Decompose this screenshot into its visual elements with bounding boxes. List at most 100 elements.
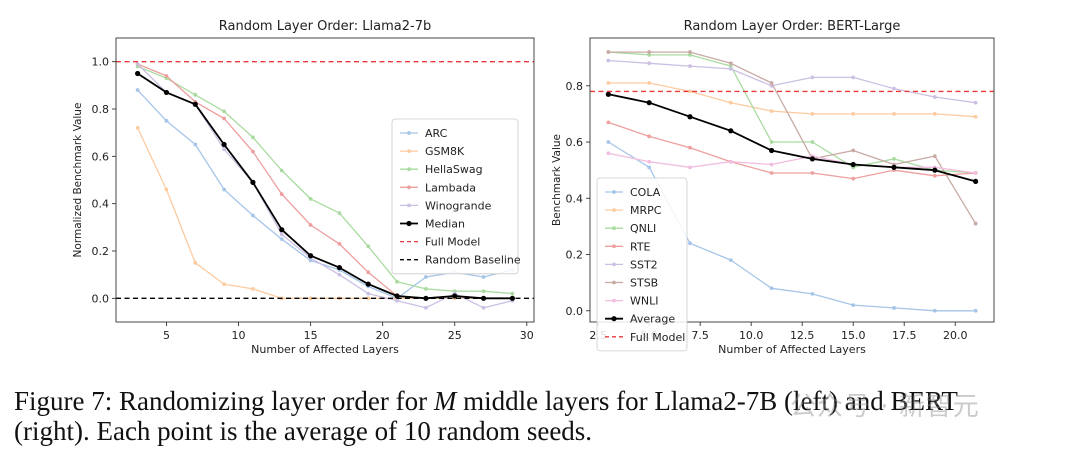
- caption-symbol-m: M: [433, 386, 457, 416]
- plot-frame: [589, 37, 995, 323]
- data-point-median: [394, 293, 400, 299]
- data-point-qnli: [769, 140, 774, 144]
- data-point-gsm8k: [366, 296, 371, 301]
- data-point-arc: [164, 118, 169, 123]
- data-point-gsm8k: [251, 286, 255, 291]
- data-point-average: [605, 91, 611, 97]
- legend-marker: [611, 316, 617, 322]
- data-point-mrpc: [606, 81, 611, 85]
- data-point-median: [192, 101, 198, 107]
- data-point-mrpc: [892, 112, 896, 116]
- data-point-wnli: [769, 162, 774, 167]
- data-point-cola: [769, 286, 774, 291]
- data-point-rte: [606, 120, 611, 125]
- legend-marker: [612, 262, 616, 267]
- legend-label: Full Model: [425, 236, 480, 249]
- y-tick-label: 0.2: [566, 249, 584, 262]
- data-point-wnli: [647, 159, 652, 164]
- data-point-cola: [728, 258, 733, 263]
- data-point-hellaswag: [395, 279, 399, 284]
- legend-marker: [612, 208, 616, 213]
- data-point-mrpc: [810, 112, 815, 116]
- data-point-average: [891, 164, 897, 170]
- data-point-mrpc: [851, 112, 856, 116]
- data-point-arc: [251, 213, 255, 218]
- data-point-median: [163, 89, 170, 96]
- data-point-stsb: [606, 50, 611, 54]
- data-point-hellaswag: [251, 135, 255, 140]
- legend-label: QNLI: [630, 222, 656, 235]
- series-line-median: [137, 72, 513, 300]
- legend-label: Average: [630, 313, 675, 326]
- legend-label: GSM8K: [425, 145, 465, 158]
- x-tick-label: 30: [520, 329, 534, 342]
- legend-marker: [612, 298, 616, 303]
- legend-marker: [406, 220, 412, 227]
- data-point-sst2: [606, 58, 611, 63]
- series-line-mrpc: [608, 82, 976, 118]
- figure: Random Layer Order: Llama2-7b 5 10 15 20 25 30…: [72, 19, 995, 356]
- x-tick-label: 25: [448, 329, 462, 342]
- legend-label: COLA: [630, 186, 661, 199]
- data-point-rte: [769, 171, 774, 175]
- data-point-hellaswag: [222, 109, 227, 114]
- x-tick-label: 12.5: [790, 329, 815, 342]
- data-point-median: [336, 264, 343, 271]
- chart-title: Random Layer Order: Llama2-7b: [219, 19, 432, 34]
- y-tick-label: 0.4: [566, 192, 584, 205]
- x-tick-label: 7.5: [691, 329, 709, 342]
- data-point-qnli: [688, 52, 692, 57]
- data-point-winogrande: [337, 272, 342, 277]
- data-point-wnli: [606, 151, 611, 156]
- legend-marker: [407, 167, 411, 172]
- plot-area: [590, 50, 994, 313]
- data-point-wnli: [973, 171, 978, 175]
- data-point-stsb: [647, 50, 652, 54]
- y-tick-label: 1.0: [92, 56, 110, 69]
- data-point-arc: [135, 88, 140, 92]
- y-tick-label: 0.2: [92, 245, 110, 258]
- legend-label: MRPC: [630, 204, 662, 217]
- data-point-rte: [851, 176, 856, 181]
- data-point-cola: [892, 306, 896, 310]
- data-point-winogrande: [481, 305, 486, 310]
- data-point-average: [646, 100, 652, 106]
- data-point-median: [221, 141, 227, 148]
- data-point-gsm8k: [222, 282, 227, 287]
- data-point-lambada: [251, 149, 255, 154]
- series-line-wnli: [608, 152, 976, 174]
- data-point-rte: [688, 145, 692, 150]
- data-point-arc: [193, 142, 198, 147]
- y-axis-label: Normalized Benchmark Value: [72, 103, 84, 258]
- data-point-winogrande: [222, 147, 227, 152]
- data-point-arc: [222, 187, 227, 192]
- data-point-lambada: [366, 270, 371, 275]
- x-tick-label: 17.5: [892, 329, 917, 342]
- data-point-sst2: [647, 61, 652, 66]
- x-axis-label: Number of Affected Layers: [718, 343, 866, 356]
- data-point-qnli: [810, 140, 815, 144]
- data-point-sst2: [851, 75, 856, 80]
- data-point-median: [509, 295, 515, 301]
- data-point-average: [809, 156, 816, 162]
- data-point-average: [687, 114, 693, 120]
- legend: COLA MRPC QNLI RTE SST2 STSB WNLI Average Full M…: [596, 177, 688, 352]
- series-line-qnli: [608, 51, 976, 174]
- data-point-mrpc: [932, 112, 937, 116]
- data-point-winogrande: [395, 298, 399, 303]
- x-tick-label: 10: [232, 329, 246, 342]
- data-point-winogrande: [366, 291, 371, 296]
- data-point-average: [768, 147, 775, 154]
- series-line-average: [608, 93, 976, 183]
- data-point-median: [307, 253, 314, 259]
- data-point-median: [135, 70, 141, 77]
- chart-panel-2: Random Layer Order: BERT-Large2.55.07.51…: [551, 19, 995, 356]
- data-point-rte: [932, 173, 937, 178]
- data-point-gsm8k: [193, 260, 198, 265]
- data-point-qnli: [647, 52, 652, 57]
- data-point-median: [279, 227, 285, 233]
- legend-marker: [407, 149, 411, 154]
- y-tick-label: 0.4: [92, 198, 110, 211]
- data-point-gsm8k: [135, 126, 140, 130]
- data-point-mrpc: [688, 89, 692, 94]
